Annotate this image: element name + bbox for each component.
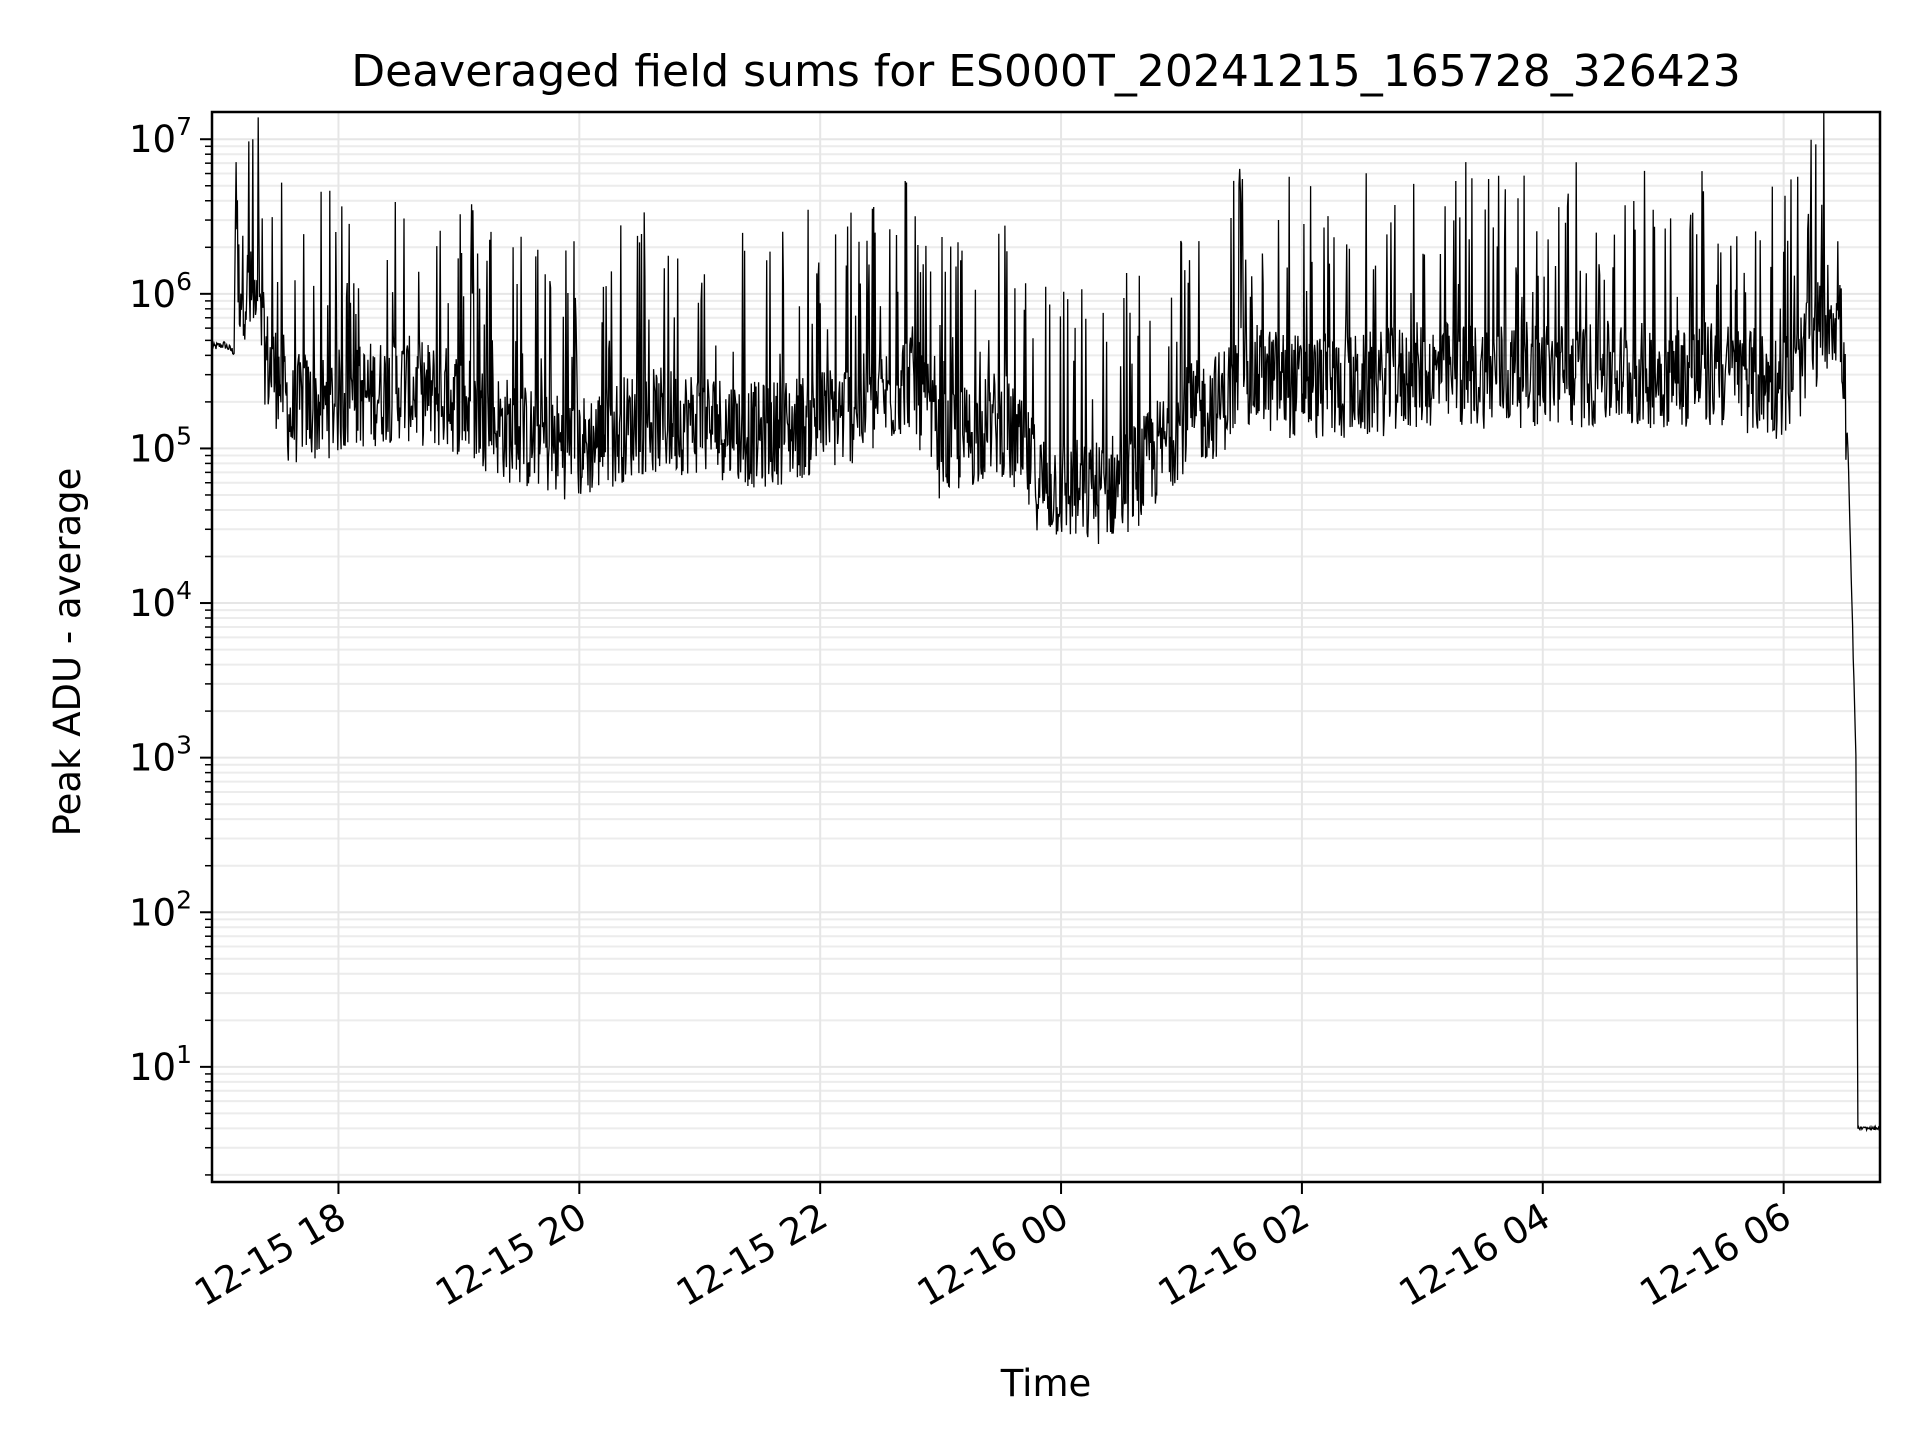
x-tick-label: 12-16 00 [910,1195,1076,1315]
y-tick-base: 10 [129,1046,176,1089]
x-tick-label: 12-15 18 [187,1195,353,1315]
y-tick-base: 10 [129,273,176,316]
x-tick-label: 12-16 06 [1633,1195,1799,1315]
x-tick-label: 12-15 20 [428,1195,594,1315]
y-tick-exponent: 2 [176,885,192,914]
y-tick-label: 106 [129,267,192,316]
y-tick-exponent: 7 [176,112,192,141]
y-tick-label: 107 [129,112,192,161]
y-tick-base: 10 [129,582,176,625]
y-tick-exponent: 1 [176,1040,192,1069]
y-tick-base: 10 [129,737,176,780]
y-tick-label: 102 [129,885,192,934]
x-ticks: 12-15 18 12-15 20 12-15 22 12-16 00 12-16 02… [187,1182,1798,1315]
y-minor-ticks [205,145,212,1176]
y-tick-base: 10 [129,427,176,470]
x-tick-label: 12-16 04 [1392,1195,1558,1315]
chart-title: Deaveraged field sums for ES000T_2024121… [351,46,1740,97]
x-tick-label: 12-16 02 [1151,1195,1317,1315]
y-tick-exponent: 5 [176,421,192,450]
y-tick-exponent: 3 [176,731,192,760]
y-tick-label: 103 [129,731,192,780]
x-axis-label: Time [1000,1362,1092,1405]
minor-grid-y [212,145,1880,1176]
plot-frame [210,110,1882,1184]
y-tick-exponent: 6 [176,267,192,296]
y-tick-label: 105 [129,421,192,470]
y-tick-base: 10 [129,891,176,934]
y-axis-label: Peak ADU - average [46,468,89,837]
y-tick-label: 104 [129,576,192,625]
series-line [211,111,1881,1133]
y-tick-label: 101 [129,1040,192,1089]
y-tick-exponent: 4 [176,576,192,605]
y-tick-base: 10 [129,118,176,161]
x-tick-label: 12-15 22 [669,1195,835,1315]
